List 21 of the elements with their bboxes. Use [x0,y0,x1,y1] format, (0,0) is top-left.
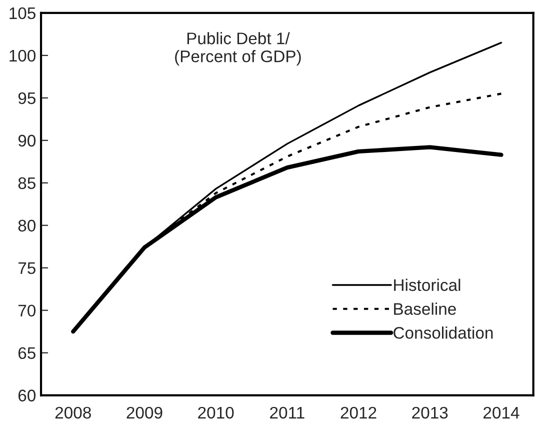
y-tick-label: 80 [18,220,36,232]
legend-label: Historical [394,278,460,292]
y-tick-label: 70 [18,304,36,317]
x-tick-label: 2008 [55,406,91,419]
y-tick-label: 95 [18,92,36,104]
x-tick-label: 2014 [484,406,520,419]
y-tick-label: 75 [18,262,36,274]
x-tick-label: 2010 [198,406,234,419]
legend-label: Baseline [394,302,456,315]
x-tick-label: 2012 [340,406,376,419]
y-tick-label: 65 [18,347,36,360]
text: Public Debt 1/ (Percent of GDP) [175,32,301,66]
y-tick-label: 60 [18,390,36,402]
x-tick-label: 2013 [412,406,448,419]
y-tick-label: 90 [18,134,36,147]
x-tick-label: 2009 [126,406,162,419]
legend-label: Consolidation [394,326,493,339]
y-tick-label: 105 [10,7,36,20]
y-tick-label: 100 [10,50,36,62]
x-tick-label: 2011 [270,406,304,419]
y-tick-label: 85 [18,177,36,190]
